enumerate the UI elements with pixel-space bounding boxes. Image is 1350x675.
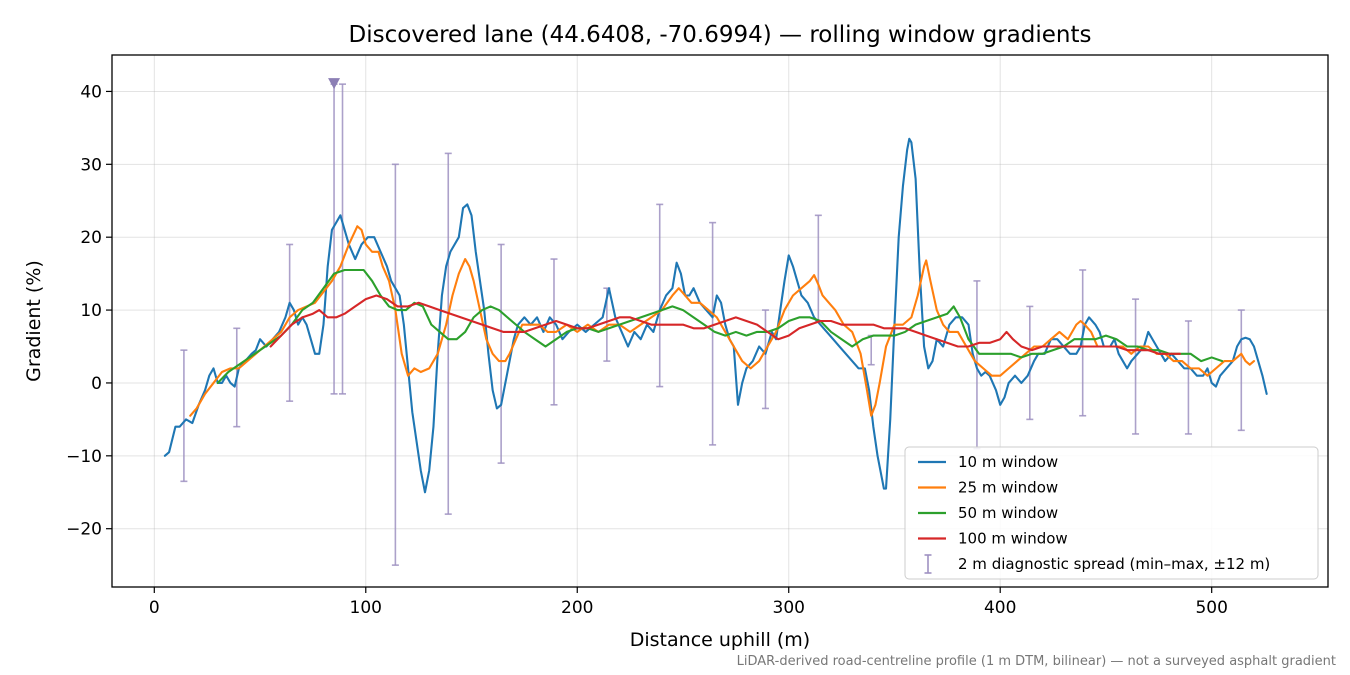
legend-label: 10 m window [958, 453, 1058, 471]
y-tick-label: 10 [80, 301, 102, 321]
legend-entry: 10 m window [918, 453, 1058, 471]
error-bar [1184, 320, 1192, 435]
x-tick-label: 100 [350, 598, 382, 618]
series-line-50m [216, 268, 1224, 384]
error-bar [1237, 309, 1245, 432]
error-bar [1132, 298, 1140, 435]
y-tick-label: 40 [80, 82, 102, 102]
x-tick-label: 500 [1195, 598, 1227, 618]
series-line-10m [163, 137, 1268, 494]
error-bar [180, 349, 188, 483]
error-bar [497, 243, 505, 464]
y-axis-label: Gradient (%) [23, 260, 45, 382]
legend-label: 50 m window [958, 504, 1058, 522]
y-tick-label: 0 [91, 374, 102, 394]
series-lines [163, 137, 1268, 494]
legend-entry: 100 m window [918, 530, 1068, 548]
error-bar [339, 83, 347, 395]
x-tick-label: 200 [561, 598, 593, 618]
series-line-25m [189, 225, 1256, 417]
ticks: 0 100 200 300 400 500 −20 −10 0 10 20 30 40 [66, 82, 1228, 618]
plot-frame [111, 54, 1329, 588]
error-bar [709, 221, 717, 446]
y-tick-label: −10 [66, 447, 102, 467]
series-line-100m [269, 294, 1182, 355]
chart-title: Discovered lane (44.6408, -70.6994) — ro… [349, 22, 1092, 48]
legend-entry: 50 m window [918, 504, 1058, 522]
x-tick-label: 0 [149, 598, 160, 618]
error-bar [391, 163, 399, 566]
legend: 10 m window 25 m window 50 m window 100 m w… [904, 446, 1319, 580]
markers [328, 78, 341, 90]
legend-label: 2 m diagnostic spread (min–max, ±12 m) [958, 555, 1270, 573]
footnote: LiDAR-derived road-centreline profile (1… [737, 654, 1336, 669]
legend-entry: 2 m diagnostic spread (min–max, ±12 m) [924, 554, 1270, 574]
legend-label: 25 m window [958, 479, 1058, 497]
error-bar [286, 243, 294, 402]
error-bar [761, 309, 769, 410]
legend-box [904, 446, 1319, 580]
error-bar [444, 152, 452, 515]
y-tick-label: 20 [80, 228, 102, 248]
legend-entry: 25 m window [918, 479, 1058, 497]
error-bar [656, 203, 664, 388]
triangle-down-marker [328, 78, 341, 90]
y-tick-label: −20 [66, 520, 102, 540]
x-tick-label: 300 [773, 598, 805, 618]
x-tick-label: 400 [984, 598, 1016, 618]
x-axis-label: Distance uphill (m) [630, 629, 810, 651]
legend-label: 100 m window [958, 530, 1068, 548]
y-tick-label: 30 [80, 155, 102, 175]
error-bar [1079, 269, 1087, 417]
error-bar [1026, 305, 1034, 421]
